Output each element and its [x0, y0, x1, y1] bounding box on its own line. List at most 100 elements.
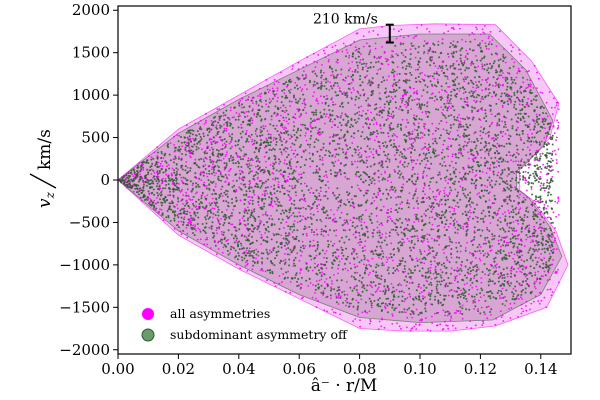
data-point	[518, 251, 521, 254]
data-point	[268, 98, 271, 100]
data-point	[320, 76, 323, 79]
data-point	[184, 177, 187, 180]
data-point	[441, 112, 443, 114]
data-point	[530, 186, 533, 188]
data-point	[474, 305, 477, 308]
data-point	[521, 115, 524, 118]
data-point	[520, 312, 523, 315]
data-point	[349, 126, 352, 129]
data-point	[537, 270, 540, 273]
data-point	[251, 235, 253, 238]
data-point	[447, 195, 449, 198]
data-point	[500, 92, 503, 95]
data-point	[496, 71, 499, 73]
data-point	[293, 186, 296, 189]
data-point	[552, 259, 554, 261]
data-point	[500, 239, 503, 241]
data-point	[246, 262, 249, 265]
data-point	[257, 157, 259, 160]
data-point	[459, 185, 462, 188]
data-point	[443, 102, 446, 105]
data-point	[365, 162, 368, 164]
data-point	[430, 263, 433, 266]
data-point	[239, 267, 242, 270]
data-point	[343, 164, 346, 167]
data-point	[451, 160, 453, 163]
data-point	[329, 151, 332, 154]
data-point	[395, 151, 398, 154]
data-point	[234, 118, 237, 121]
data-point	[397, 219, 400, 222]
data-point	[124, 184, 127, 187]
data-point	[252, 189, 255, 192]
data-point	[499, 310, 502, 313]
data-point	[531, 203, 534, 206]
data-point	[441, 328, 444, 331]
data-point	[377, 56, 380, 59]
data-point	[491, 235, 494, 238]
data-point	[547, 236, 550, 239]
data-point	[334, 171, 337, 174]
data-point	[427, 146, 430, 149]
data-point	[537, 168, 540, 171]
data-point	[320, 230, 323, 233]
data-point	[531, 155, 534, 158]
data-point	[126, 187, 128, 189]
data-point	[229, 167, 232, 170]
data-point	[363, 258, 366, 261]
data-point	[316, 265, 319, 268]
data-point	[390, 181, 393, 184]
data-point	[323, 309, 326, 312]
data-point	[440, 120, 443, 122]
data-point	[225, 129, 228, 132]
data-point	[387, 209, 390, 211]
data-point	[174, 174, 177, 177]
data-point	[471, 81, 474, 84]
data-point	[205, 119, 207, 122]
data-point	[320, 273, 323, 276]
data-point	[271, 87, 274, 90]
data-point	[253, 210, 256, 213]
data-point	[334, 217, 337, 220]
data-point	[364, 233, 367, 236]
data-point	[537, 77, 540, 80]
data-point	[416, 159, 419, 161]
data-point	[340, 295, 342, 297]
data-point	[401, 295, 404, 298]
data-point	[262, 214, 264, 216]
data-point	[167, 183, 170, 186]
data-point	[410, 271, 413, 274]
data-point	[484, 239, 487, 241]
data-point	[472, 266, 475, 269]
data-point	[447, 30, 450, 33]
data-point	[222, 131, 225, 134]
data-point	[434, 218, 436, 221]
data-point	[468, 308, 471, 311]
data-point	[473, 96, 476, 99]
data-point	[425, 317, 427, 320]
data-point	[419, 250, 422, 253]
data-point	[314, 249, 317, 252]
data-point	[326, 176, 328, 179]
data-point	[458, 293, 461, 296]
data-point	[269, 164, 272, 166]
data-point	[195, 208, 198, 211]
data-point	[519, 270, 521, 273]
data-point	[227, 238, 230, 241]
data-point	[458, 273, 461, 276]
data-point	[468, 251, 471, 254]
data-point	[493, 202, 496, 205]
data-point	[370, 222, 373, 224]
data-point	[481, 67, 484, 70]
data-point	[317, 171, 320, 174]
data-point	[174, 184, 177, 187]
data-point	[505, 254, 508, 257]
data-point	[240, 234, 243, 237]
data-point	[176, 203, 179, 206]
data-point	[273, 136, 275, 139]
data-point	[279, 190, 282, 193]
data-point	[146, 168, 149, 171]
data-point	[317, 299, 319, 302]
data-point	[415, 213, 418, 216]
data-point	[223, 129, 226, 132]
